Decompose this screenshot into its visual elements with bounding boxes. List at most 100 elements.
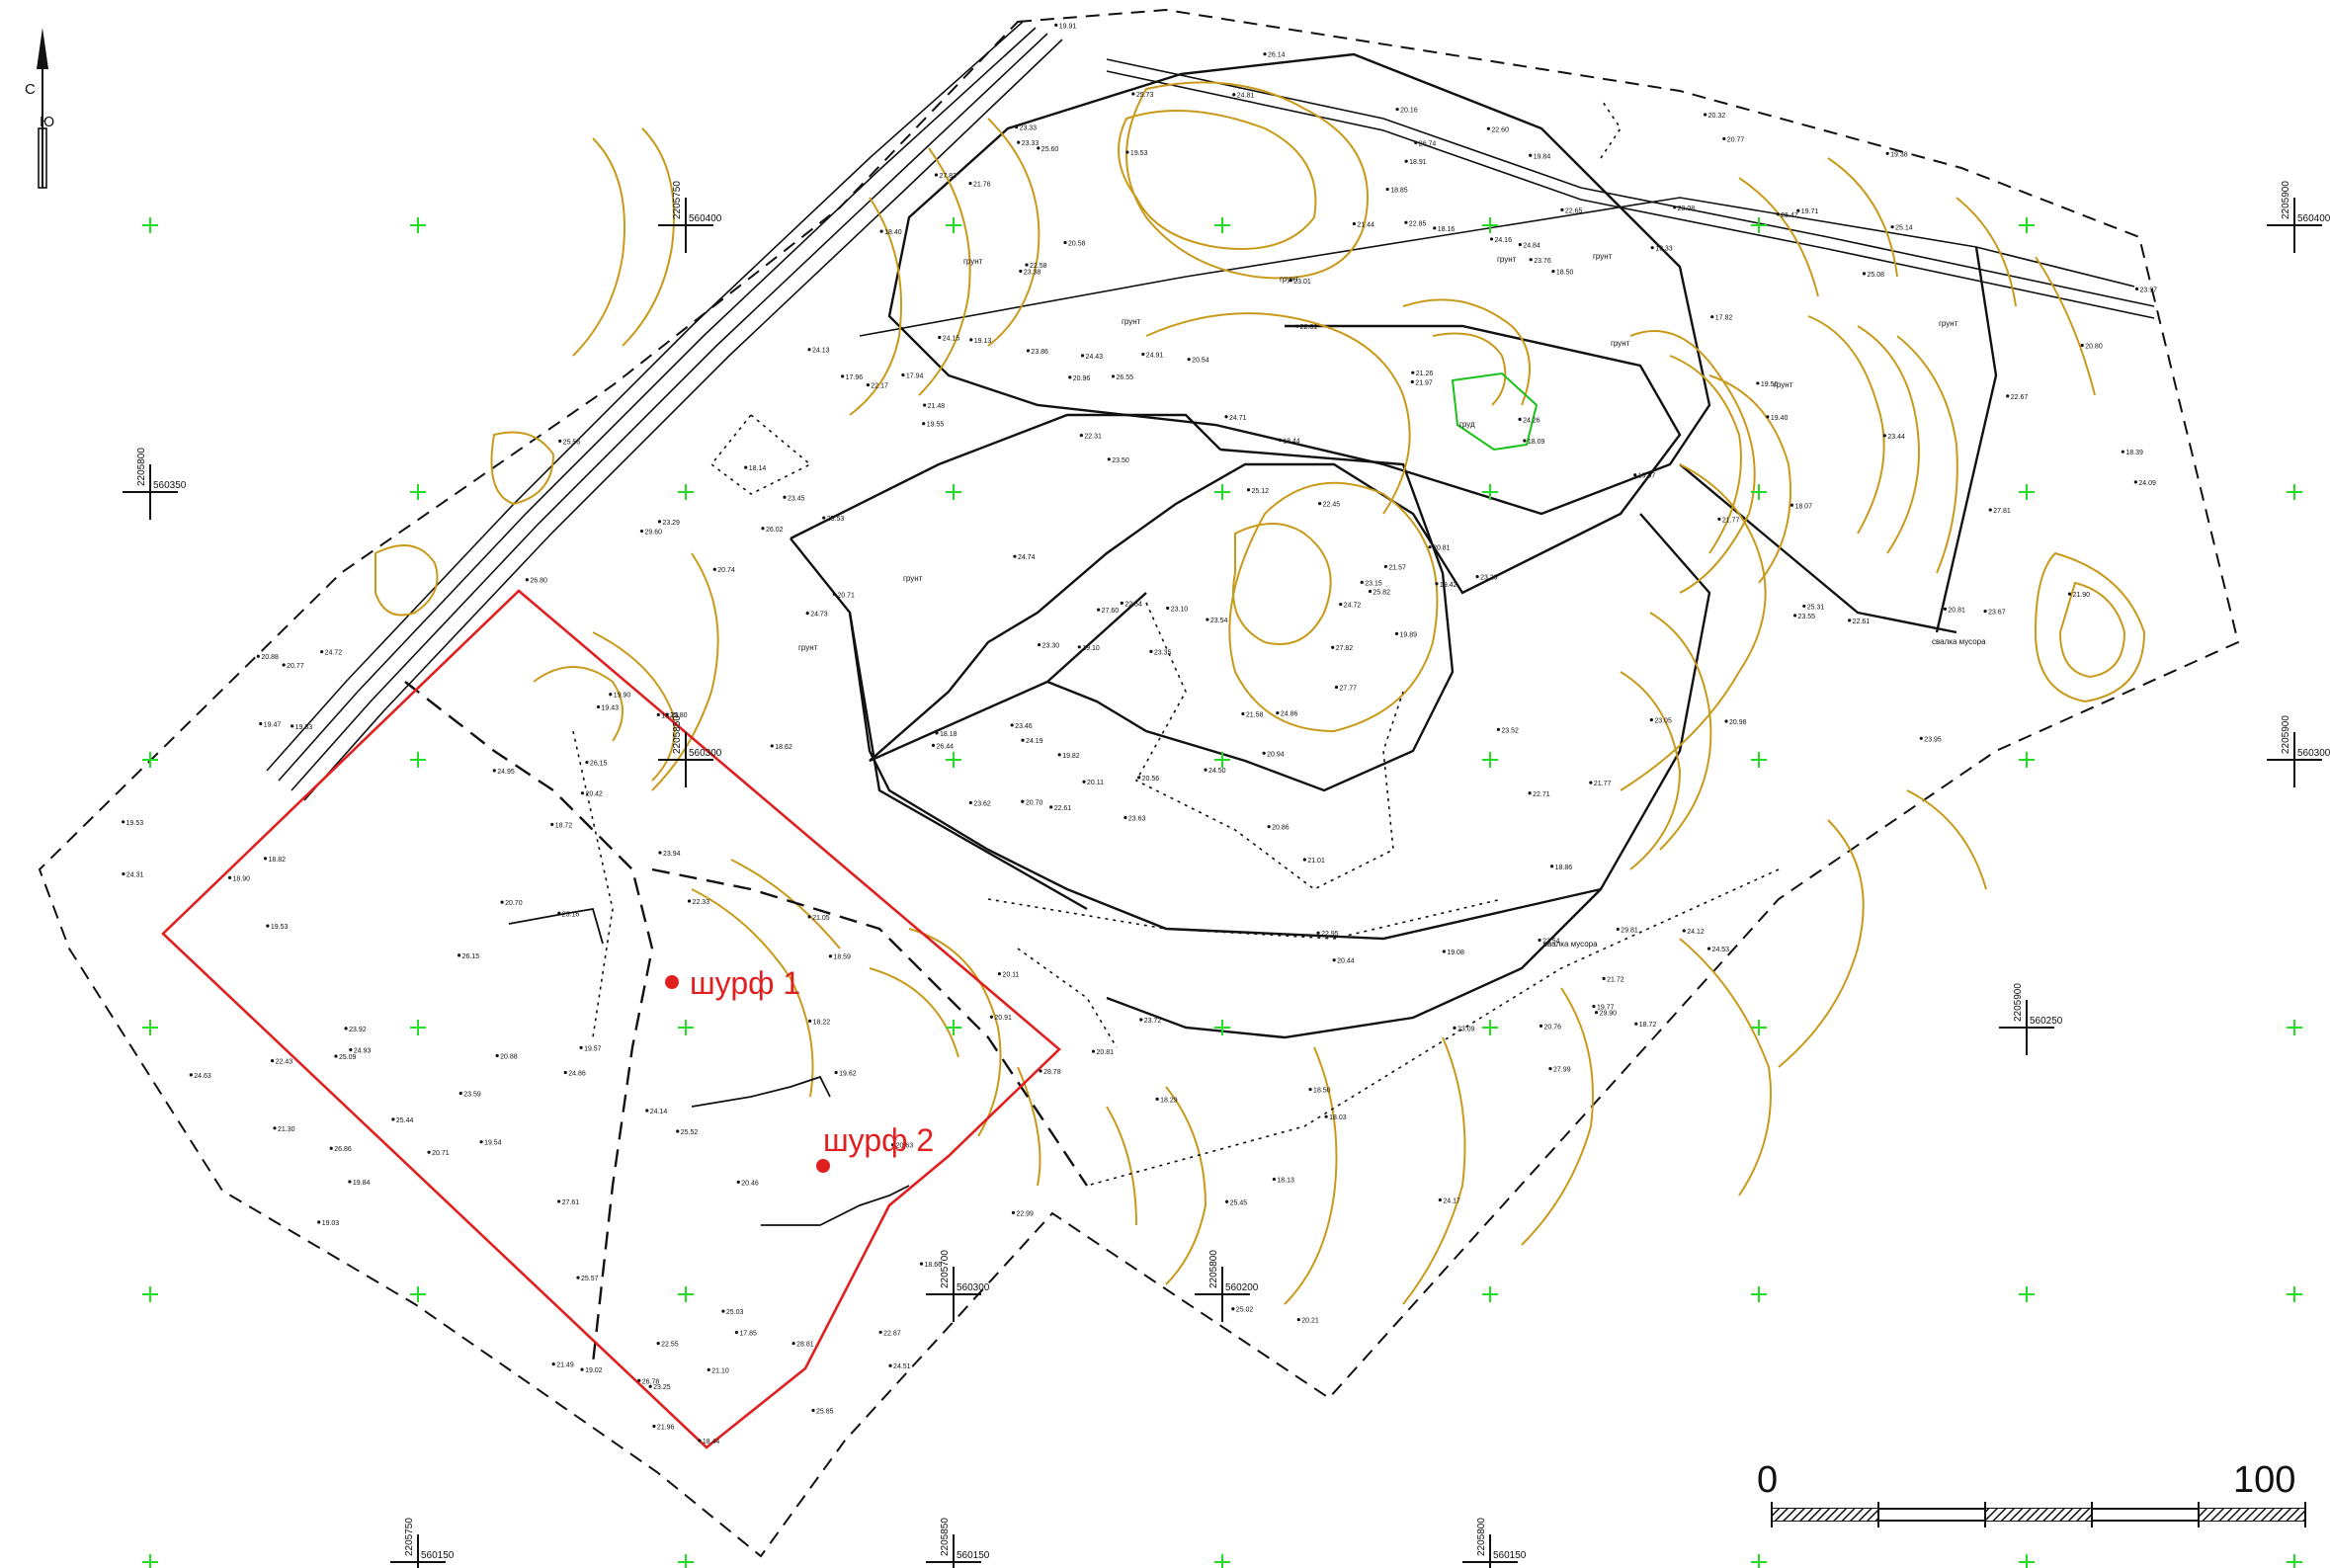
spot-height-dot bbox=[273, 1126, 277, 1130]
grid-label: 560300 bbox=[689, 748, 722, 759]
spot-height-dot bbox=[320, 650, 324, 654]
spot-height-value: 18.18 bbox=[940, 731, 957, 738]
spot-height-dot bbox=[1120, 601, 1123, 605]
spot-height-dot bbox=[1589, 781, 1593, 784]
spot-height: 21.76 bbox=[968, 181, 991, 189]
spot-height-value: 18.50 bbox=[1313, 1088, 1331, 1095]
spot-height-value: 19.87 bbox=[1638, 473, 1656, 480]
spot-height: 23.25 bbox=[648, 1384, 671, 1391]
spot-height: 22.33 bbox=[687, 899, 709, 906]
spot-height: 24.91 bbox=[1141, 353, 1163, 360]
spot-height: 20.70 bbox=[1021, 799, 1042, 806]
spot-height-dot bbox=[1404, 220, 1408, 224]
spot-height: 23.08 bbox=[1673, 206, 1695, 212]
spot-height: 19.53 bbox=[122, 820, 143, 827]
spot-height-value: 23.05 bbox=[1654, 718, 1672, 725]
spot-height: 20.11 bbox=[997, 972, 1020, 979]
spot-height: 24.72 bbox=[1339, 603, 1361, 610]
spot-height: 25.85 bbox=[811, 1408, 834, 1415]
spot-height-value: 23.25 bbox=[653, 1384, 671, 1391]
scale-bar: 0 100 bbox=[1757, 1459, 2306, 1527]
spot-height: 22.45 bbox=[1318, 502, 1340, 509]
spot-height-value: 22.87 bbox=[883, 1330, 901, 1337]
spot-height: 23.92 bbox=[344, 1027, 367, 1033]
spot-height: 18.40 bbox=[879, 229, 902, 236]
spot-height-dot bbox=[665, 712, 669, 716]
spot-height-dot bbox=[1079, 434, 1083, 438]
spot-height: 26.15 bbox=[585, 761, 608, 768]
spot-height-dot bbox=[427, 1150, 431, 1154]
spot-height-dot bbox=[1943, 607, 1948, 612]
spot-height: 25.08 bbox=[1862, 272, 1884, 279]
land-label: свалка мусора bbox=[1932, 637, 1986, 646]
spot-height: 19.91 bbox=[1054, 23, 1076, 30]
spot-height-dot bbox=[1019, 269, 1023, 274]
spot-height-value: 25.80 bbox=[670, 712, 688, 719]
spot-height: 18.14 bbox=[744, 465, 766, 472]
spot-height-dot bbox=[122, 871, 125, 876]
spot-height: 18.66 bbox=[919, 1262, 942, 1269]
spot-height-dot bbox=[1077, 645, 1081, 649]
grid-label: 2205800 bbox=[1208, 1250, 1219, 1288]
spot-height-value: 25.57 bbox=[581, 1276, 599, 1282]
spot-height-dot bbox=[457, 953, 461, 957]
spot-height-dot bbox=[1529, 153, 1533, 157]
spot-height: 23.45 bbox=[783, 495, 805, 502]
spot-height: 20.96 bbox=[1068, 375, 1090, 382]
spot-height: 24.74 bbox=[1013, 554, 1036, 561]
spot-height-value: 26.15 bbox=[590, 761, 608, 768]
spot-height-value: 18.39 bbox=[2125, 450, 2143, 456]
pit-2-label: шурф 2 bbox=[823, 1122, 934, 1158]
spot-height: 23.15 bbox=[1360, 580, 1382, 587]
spot-height-value: 23.76 bbox=[1534, 258, 1551, 265]
spot-height-value: 21.77 bbox=[1722, 517, 1740, 524]
spot-height-value: 18.13 bbox=[1277, 1177, 1294, 1184]
spot-height: 18.59 bbox=[828, 954, 851, 961]
spot-height-dot bbox=[922, 422, 926, 426]
spot-height-value: 18.44 bbox=[703, 1439, 720, 1445]
spot-height: 18.72 bbox=[1634, 1022, 1656, 1029]
spot-height-dot bbox=[317, 1220, 321, 1224]
spot-height: 19.57 bbox=[579, 1045, 602, 1052]
spot-height-value: 23.97 bbox=[2140, 287, 2158, 293]
spot-height-dot bbox=[1518, 417, 1522, 421]
spot-height-value: 23.62 bbox=[973, 800, 991, 807]
spot-height-value: 25.52 bbox=[681, 1129, 699, 1136]
spot-height-value: 19.62 bbox=[839, 1071, 857, 1078]
spot-height-value: 18.66 bbox=[924, 1262, 942, 1269]
spot-height-dot bbox=[657, 520, 662, 524]
spot-height-value: 22.45 bbox=[1323, 502, 1341, 509]
spot-height-dot bbox=[1410, 379, 1414, 384]
spot-height-dot bbox=[919, 1262, 924, 1266]
spot-height-value: 19.89 bbox=[1399, 631, 1417, 638]
spot-height-value: 24.53 bbox=[1712, 947, 1730, 953]
spot-height: 25.12 bbox=[1246, 488, 1269, 495]
spot-height-dot bbox=[1014, 125, 1019, 129]
spot-height-value: 20.16 bbox=[1400, 108, 1418, 115]
spot-height-value: 19.57 bbox=[584, 1045, 602, 1052]
spot-height-dot bbox=[822, 516, 826, 520]
spot-height: 24.12 bbox=[1682, 929, 1705, 936]
spot-height-value: 24.71 bbox=[1229, 415, 1247, 422]
spot-height-dot bbox=[968, 181, 972, 186]
spot-height-value: 19.91 bbox=[1059, 23, 1077, 30]
spot-height-dot bbox=[1368, 589, 1373, 594]
spot-height: 17.85 bbox=[734, 1330, 757, 1337]
survey-boundary bbox=[38, 8, 2240, 1558]
spot-height: 18.72 bbox=[550, 822, 572, 829]
spot-height: 20.94 bbox=[1262, 751, 1285, 758]
spot-height-dot bbox=[2006, 394, 2010, 398]
spot-height-dot bbox=[348, 1180, 352, 1184]
spot-height: 24.73 bbox=[805, 612, 828, 619]
spot-height-dot bbox=[1091, 1049, 1096, 1053]
spot-height-dot bbox=[1411, 371, 1415, 374]
spot-height: 19.55 bbox=[922, 422, 944, 429]
spot-height-dot bbox=[1919, 736, 1923, 740]
grid-label: 560200 bbox=[1225, 1282, 1259, 1293]
land-label: грунт bbox=[963, 257, 983, 266]
spot-height: 23.29 bbox=[657, 520, 680, 527]
spot-height-dot bbox=[1404, 159, 1408, 163]
spot-height-value: 22.60 bbox=[1491, 126, 1509, 133]
spot-height-dot bbox=[761, 527, 765, 531]
spot-height-value: 19.53 bbox=[1130, 150, 1148, 157]
